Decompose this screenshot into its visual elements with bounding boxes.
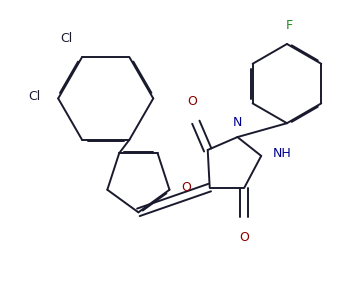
Text: F: F <box>285 19 293 32</box>
Text: NH: NH <box>273 147 292 160</box>
Text: O: O <box>181 181 191 194</box>
Text: Cl: Cl <box>28 90 40 103</box>
Text: O: O <box>239 231 249 244</box>
Text: O: O <box>187 95 197 108</box>
Text: N: N <box>233 116 242 129</box>
Text: Cl: Cl <box>60 32 72 46</box>
